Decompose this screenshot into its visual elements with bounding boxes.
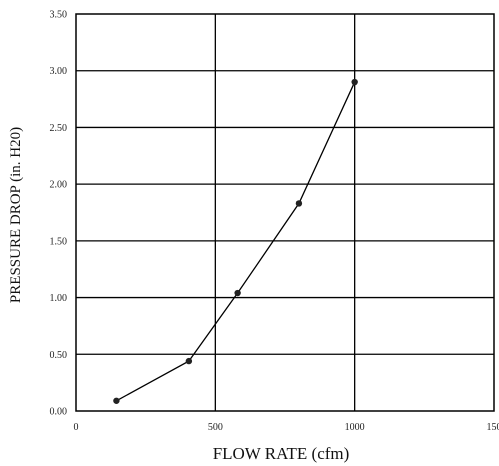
y-tick-label: 0.00 (50, 407, 68, 418)
data-series (113, 78, 358, 404)
x-tick-label: 500 (208, 422, 223, 433)
y-tick-label: 2.00 (50, 180, 68, 191)
y-tick-label: 3.00 (50, 66, 68, 77)
data-point (185, 357, 193, 365)
y-tick-label: 1.00 (50, 293, 68, 304)
x-axis-title: FLOW RATE (cfm) (213, 444, 350, 463)
y-tick-label: 2.50 (50, 123, 68, 134)
y-tick-label: 0.50 (50, 350, 68, 361)
x-tick-label: 150 (487, 422, 499, 433)
x-tick-label: 0 (74, 422, 79, 433)
x-tick-label: 1000 (345, 422, 365, 433)
grid-lines (76, 14, 494, 411)
y-axis-title: PRESSURE DROP (in. H20) (8, 127, 24, 303)
y-tick-labels: 0.00 0.50 1.00 1.50 2.00 2.50 3.00 3.50 (50, 10, 68, 418)
y-tick-label: 3.50 (50, 10, 68, 21)
data-point (351, 78, 358, 86)
data-point (234, 289, 241, 297)
y-tick-label: 1.50 (50, 236, 68, 247)
plot-frame (75, 13, 495, 412)
data-point (113, 397, 120, 404)
data-point (295, 200, 303, 207)
x-tick-labels: 0 500 1000 150 (74, 422, 499, 433)
